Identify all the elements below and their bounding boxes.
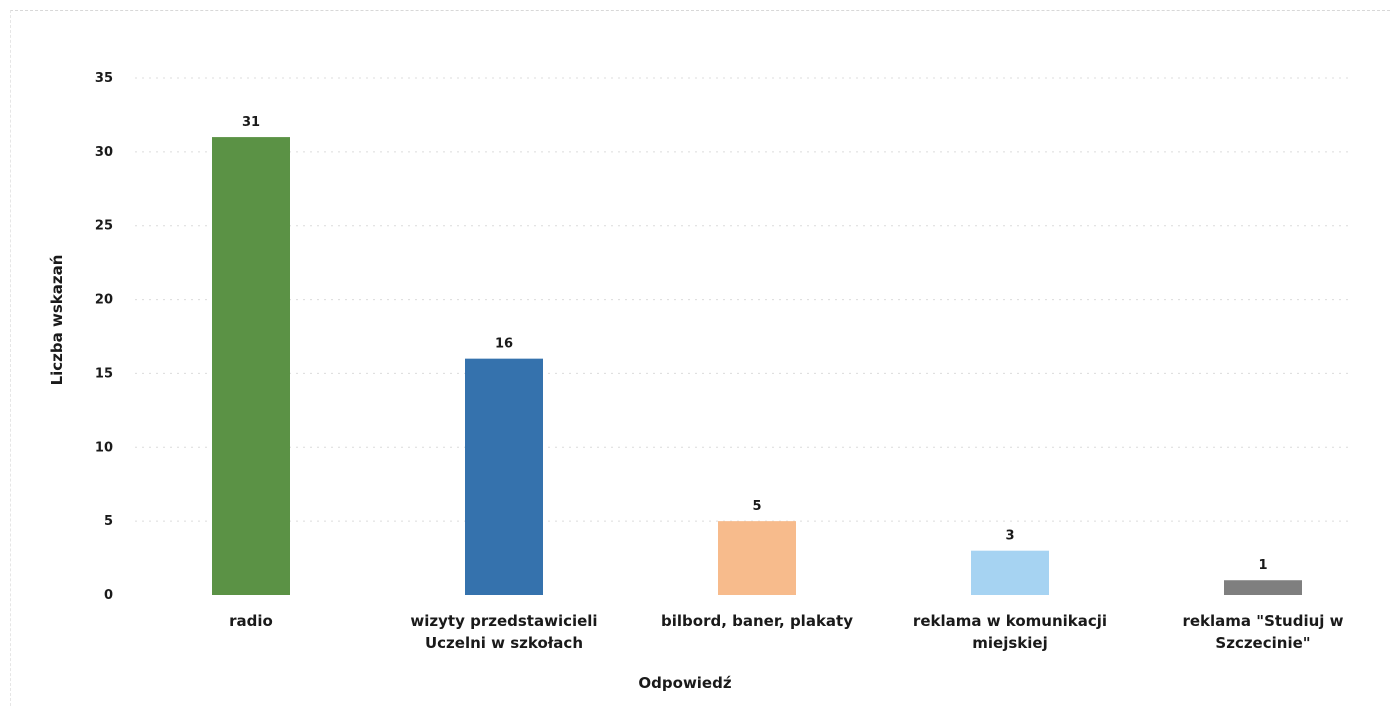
x-axis-title: Odpowiedź <box>638 674 731 692</box>
bar <box>212 137 290 596</box>
y-tick-label: 20 <box>95 293 113 308</box>
chart-frame <box>10 10 1390 706</box>
bars <box>212 137 1302 596</box>
y-tick-label: 5 <box>104 514 113 529</box>
data-label: 3 <box>1005 529 1014 544</box>
bar <box>465 358 543 595</box>
bar <box>971 550 1049 595</box>
category-label: Szczecinie" <box>1215 634 1310 652</box>
data-label: 1 <box>1258 558 1267 573</box>
category-label: reklama w komunikacji <box>913 612 1107 630</box>
y-tick-label: 0 <box>104 588 113 603</box>
data-label: 16 <box>495 337 513 352</box>
y-tick-label: 35 <box>95 71 113 86</box>
category-label: reklama "Studiuj w <box>1182 612 1343 630</box>
category-label: wizyty przedstawicieli <box>410 612 597 630</box>
y-tick-label: 10 <box>95 440 113 455</box>
category-label: Uczelni w szkołach <box>425 634 583 652</box>
category-label: radio <box>229 612 273 630</box>
category-label: miejskiej <box>972 634 1047 652</box>
bar <box>1224 580 1302 595</box>
data-label: 31 <box>242 115 260 130</box>
y-tick-label: 25 <box>95 219 113 234</box>
category-label: bilbord, baner, plakaty <box>661 612 853 630</box>
y-axis-ticks: 0 5 10 15 20 25 30 35 <box>95 71 113 603</box>
y-tick-label: 30 <box>95 145 113 160</box>
grid-lines <box>135 77 1350 522</box>
data-label: 5 <box>752 499 761 514</box>
y-axis-title: Liczba wskazań <box>48 255 66 386</box>
x-axis-categories: radio wizyty przedstawicieli Uczelni w szk… <box>229 612 1344 652</box>
bar <box>718 521 796 595</box>
y-tick-label: 15 <box>95 366 113 381</box>
